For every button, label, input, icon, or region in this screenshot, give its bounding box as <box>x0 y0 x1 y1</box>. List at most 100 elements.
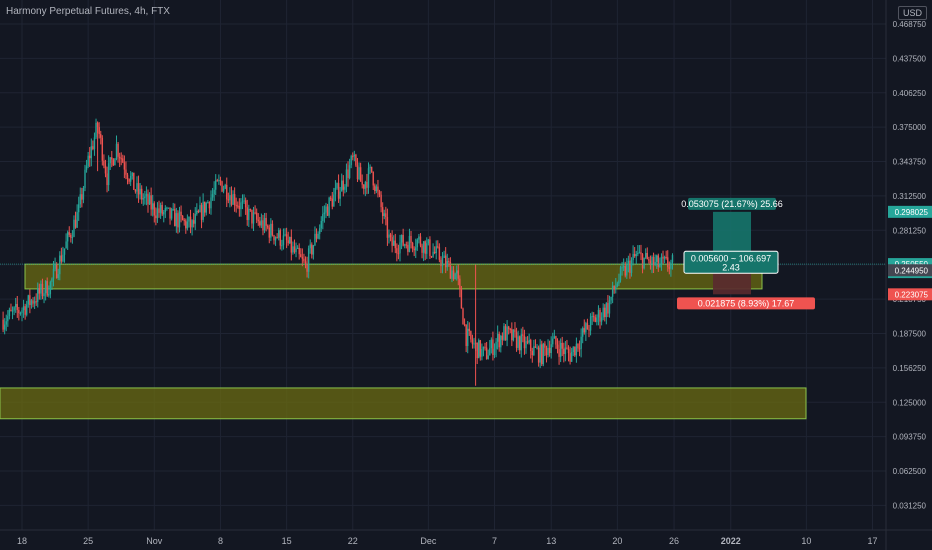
candle-body <box>235 205 237 207</box>
price-axis-badge <box>888 288 932 301</box>
candle-body <box>391 237 393 246</box>
candle-body <box>396 248 398 254</box>
candle-body <box>580 336 582 349</box>
candle-body <box>11 310 14 312</box>
candle-body <box>328 197 330 216</box>
candle-body <box>627 260 630 264</box>
price-axis-badge-label: 0.223075 <box>895 290 929 299</box>
candle-body <box>237 205 239 207</box>
candle-body <box>330 197 332 199</box>
candle-body <box>303 258 305 262</box>
support-zone-2[interactable] <box>0 387 807 420</box>
candle-body <box>213 189 215 195</box>
candle-body <box>66 232 69 242</box>
candle-body <box>429 239 431 257</box>
candle-body <box>416 239 419 248</box>
candle-body <box>46 281 48 296</box>
candle-body <box>30 300 33 306</box>
candle-body <box>93 137 96 150</box>
currency-button[interactable]: USD <box>898 6 928 20</box>
candle-body <box>383 213 385 217</box>
candle-body <box>514 329 516 333</box>
candle-body <box>558 349 560 357</box>
position-stop-badge <box>677 297 815 310</box>
y-tick-label: 0.468750 <box>893 20 927 29</box>
candle-body <box>246 207 248 221</box>
candle-body <box>523 335 526 349</box>
y-tick-label: 0.093750 <box>893 433 927 442</box>
candle-body <box>210 197 212 209</box>
candle-body <box>37 288 39 302</box>
candle-body <box>418 236 420 240</box>
candle-body <box>520 334 522 351</box>
candle-body <box>293 246 296 253</box>
candle-body <box>196 210 198 215</box>
candle-body <box>222 188 225 192</box>
candle-body <box>433 251 436 254</box>
candle-body <box>62 254 64 262</box>
candle-body <box>586 323 589 330</box>
candle-body <box>312 245 315 255</box>
candle-body <box>408 235 411 252</box>
time-axis-panel[interactable] <box>0 530 932 550</box>
candle-body <box>170 209 173 219</box>
x-tick-label: 20 <box>612 536 622 546</box>
candle-body <box>367 168 370 188</box>
candle-body <box>378 191 381 195</box>
candle-body <box>216 180 218 182</box>
candle-body <box>238 205 241 210</box>
candle-body <box>76 212 78 228</box>
candle-body <box>263 217 266 231</box>
candle-body <box>663 256 666 259</box>
candle-body <box>473 343 475 345</box>
candle-body <box>137 183 140 195</box>
candle-body <box>369 166 371 169</box>
candle-body <box>427 239 430 244</box>
candle-body <box>555 336 557 345</box>
candle-body <box>10 309 12 312</box>
candle-body <box>550 344 552 354</box>
candle-body <box>271 223 274 236</box>
candle-body <box>204 201 206 213</box>
price-axis-badge <box>888 205 932 218</box>
candle-body <box>615 286 617 290</box>
candle-body <box>145 193 148 197</box>
candle-body <box>582 328 584 337</box>
candle-body <box>200 205 203 220</box>
candle-body <box>174 209 176 227</box>
candle-body <box>16 304 18 310</box>
candle-body <box>563 348 565 355</box>
candle-body <box>118 156 121 159</box>
position-center-badge[interactable] <box>683 250 779 274</box>
candle-body <box>386 217 389 238</box>
candle-body <box>460 289 463 309</box>
candle-body <box>478 340 480 359</box>
candle-body <box>435 246 437 254</box>
candle-body <box>374 185 376 191</box>
candle-body <box>553 336 556 339</box>
candle-body <box>432 251 434 257</box>
candle-body <box>32 300 34 304</box>
candle-body <box>519 336 521 351</box>
candle-body <box>98 127 100 135</box>
candle-body <box>126 174 129 180</box>
candle-body <box>3 324 6 330</box>
candle-body <box>397 253 400 255</box>
candle-body <box>438 247 441 260</box>
candle-body <box>534 346 537 348</box>
candle-body <box>221 181 223 192</box>
candle-body <box>637 252 639 255</box>
candle-body <box>207 202 209 204</box>
candle-body <box>350 156 352 166</box>
candle-body <box>564 347 567 355</box>
candle-body <box>54 264 56 269</box>
support-zone-1[interactable] <box>24 263 763 290</box>
candle-body <box>372 171 374 186</box>
candle-body <box>630 260 633 273</box>
candle-body <box>315 233 318 239</box>
candle-body <box>252 212 255 224</box>
position-stop-area[interactable] <box>713 270 751 295</box>
candle-body <box>334 188 337 195</box>
candle-body <box>471 339 474 345</box>
